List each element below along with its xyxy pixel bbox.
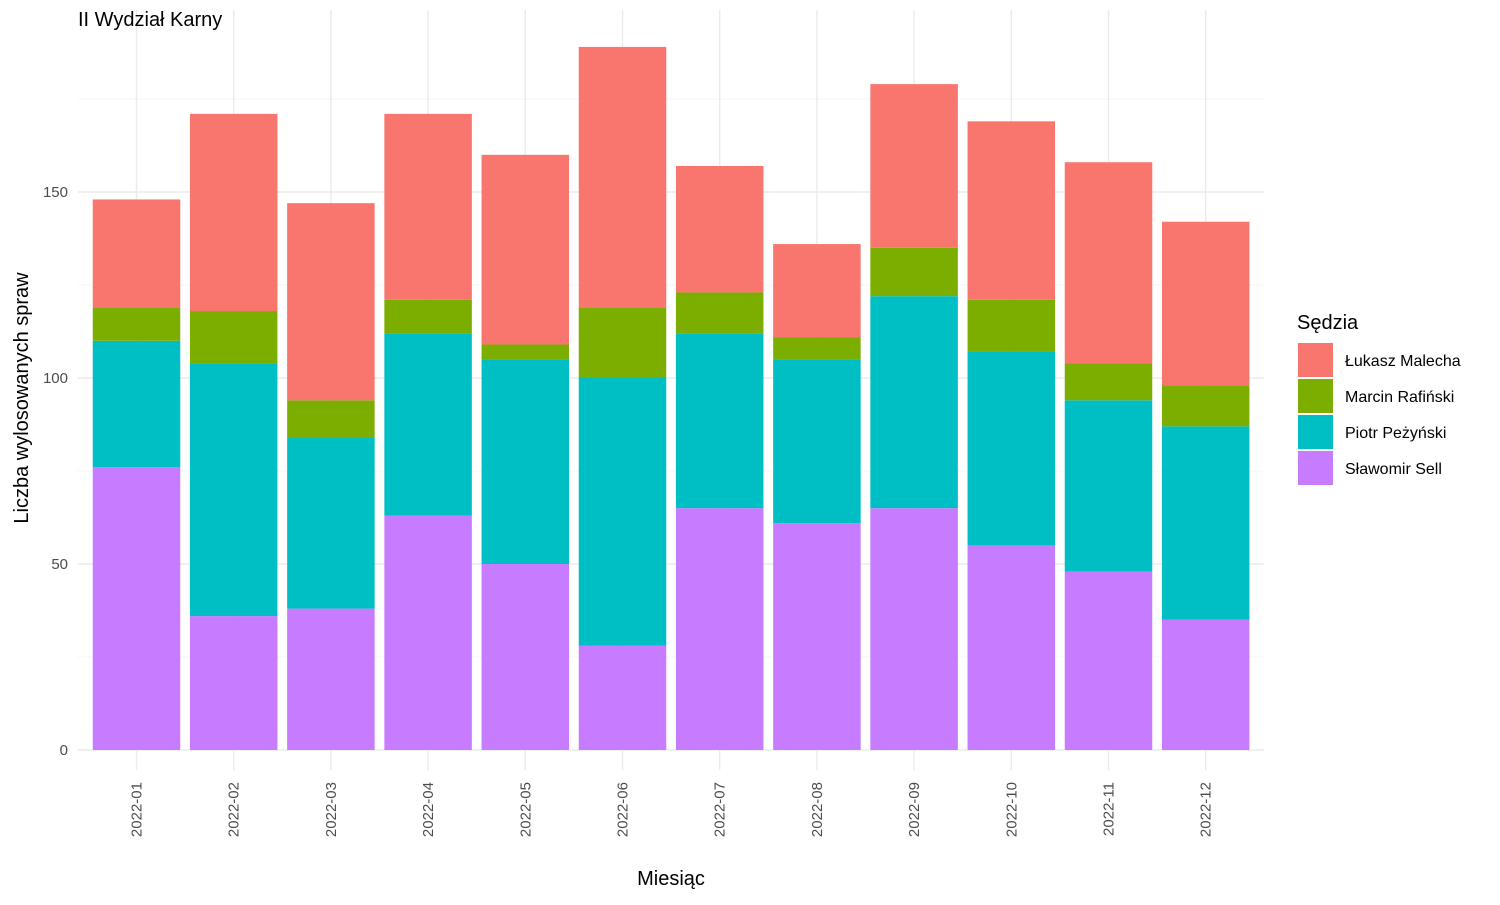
legend-swatch <box>1298 343 1333 377</box>
bar-segment-slawomir-sell <box>481 564 570 750</box>
x-tick-label: 2022-05 <box>517 782 534 837</box>
x-axis-title: Miesiąc <box>637 868 705 890</box>
x-tick-label: 2022-01 <box>129 782 146 837</box>
bar-segment-piotr-pezynski <box>481 359 570 564</box>
bar-segment-lukasz-malecha <box>1064 162 1153 364</box>
x-tick-label: 2022-12 <box>1198 782 1215 837</box>
x-tick-label: 2022-07 <box>712 782 729 837</box>
legend-title: Sędzia <box>1297 312 1359 334</box>
bar-segment-marcin-rafinski <box>92 307 181 341</box>
bar-segment-lukasz-malecha <box>578 46 667 308</box>
bar-segment-marcin-rafinski <box>967 299 1056 352</box>
bar-segment-marcin-rafinski <box>287 400 375 438</box>
x-tick-label: 2022-02 <box>226 782 243 837</box>
bar-segment-piotr-pezynski <box>675 333 764 509</box>
legend-swatch <box>1298 415 1333 449</box>
x-tick-label: 2022-06 <box>615 782 632 837</box>
bar-segment-piotr-pezynski <box>1161 426 1250 620</box>
legend-label: Sławomir Sell <box>1345 461 1442 478</box>
chart-title: II Wydział Karny <box>78 9 222 31</box>
bar-segment-slawomir-sell <box>870 508 958 750</box>
bar-segment-piotr-pezynski <box>870 296 958 509</box>
bar-segment-piotr-pezynski <box>967 351 1056 546</box>
bar-segment-lukasz-malecha <box>870 84 958 248</box>
bar-segment-marcin-rafinski <box>384 299 472 334</box>
bar-segment-slawomir-sell <box>384 515 472 750</box>
bar-segment-piotr-pezynski <box>384 333 472 516</box>
y-axis-title: Liczba wylosowanych spraw <box>11 272 33 524</box>
bar-segment-marcin-rafinski <box>189 311 278 364</box>
bar-segment-slawomir-sell <box>287 608 375 750</box>
bar-segment-marcin-rafinski <box>675 292 764 334</box>
y-tick-label: 150 <box>43 184 68 201</box>
legend-label: Piotr Peżyński <box>1345 425 1446 442</box>
bar-segment-lukasz-malecha <box>287 203 375 401</box>
y-axis: 0 50 100 150 <box>43 184 68 759</box>
bars <box>92 46 1250 750</box>
bar-segment-piotr-pezynski <box>287 437 375 609</box>
bar-segment-slawomir-sell <box>578 645 667 750</box>
bar-segment-marcin-rafinski <box>773 337 861 360</box>
bar-segment-lukasz-malecha <box>92 199 181 308</box>
legend: Sędzia Łukasz Malecha Marcin Rafiński Piot… <box>1297 312 1461 485</box>
bar-segment-lukasz-malecha <box>675 165 764 293</box>
bar-segment-lukasz-malecha <box>1161 221 1250 386</box>
bar-segment-piotr-pezynski <box>773 359 861 524</box>
legend-label: Marcin Rafiński <box>1345 389 1454 406</box>
bar-segment-lukasz-malecha <box>384 113 472 300</box>
x-axis: 2022-01 2022-02 2022-03 2022-04 2022-05 2022-… <box>129 782 1215 837</box>
bar-segment-slawomir-sell <box>773 523 861 750</box>
bar-segment-marcin-rafinski <box>578 307 667 378</box>
bar-segment-slawomir-sell <box>967 545 1056 750</box>
bar-segment-marcin-rafinski <box>1161 385 1250 427</box>
x-tick-label: 2022-11 <box>1101 782 1118 836</box>
x-tick-label: 2022-10 <box>1003 782 1020 837</box>
x-tick-label: 2022-09 <box>906 782 923 837</box>
bar-segment-slawomir-sell <box>675 508 764 750</box>
bar-segment-marcin-rafinski <box>481 344 570 360</box>
bar-segment-lukasz-malecha <box>967 121 1056 300</box>
bar-segment-piotr-pezynski <box>189 363 278 617</box>
bar-segment-piotr-pezynski <box>92 340 181 468</box>
y-tick-label: 0 <box>60 742 68 759</box>
bar-segment-piotr-pezynski <box>578 378 667 646</box>
bar-segment-marcin-rafinski <box>870 247 958 297</box>
x-tick-label: 2022-08 <box>809 782 826 837</box>
legend-swatch <box>1298 379 1333 413</box>
bar-segment-piotr-pezynski <box>1064 400 1153 572</box>
legend-swatch <box>1298 451 1333 485</box>
bar-segment-slawomir-sell <box>1161 619 1250 750</box>
bar-segment-slawomir-sell <box>92 467 181 750</box>
bar-segment-lukasz-malecha <box>189 113 278 312</box>
bar-segment-lukasz-malecha <box>773 244 861 338</box>
y-tick-label: 50 <box>51 556 68 573</box>
bar-segment-marcin-rafinski <box>1064 363 1153 401</box>
x-tick-label: 2022-03 <box>323 782 340 837</box>
bar-segment-slawomir-sell <box>189 616 278 750</box>
y-tick-label: 100 <box>43 370 68 387</box>
legend-label: Łukasz Malecha <box>1345 353 1461 370</box>
bar-segment-slawomir-sell <box>1064 571 1153 750</box>
bar-segment-lukasz-malecha <box>481 154 570 345</box>
x-tick-label: 2022-04 <box>420 782 437 837</box>
